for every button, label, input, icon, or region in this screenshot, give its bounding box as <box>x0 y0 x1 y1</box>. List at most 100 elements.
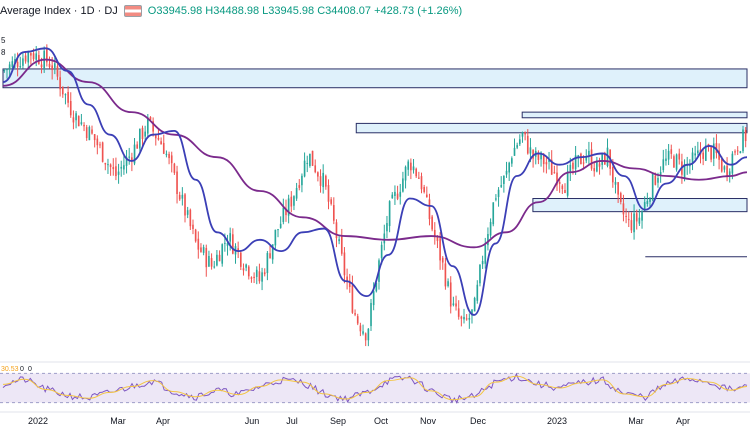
candle-body <box>210 258 213 267</box>
candle-body <box>433 229 436 238</box>
candle-body <box>728 171 731 176</box>
candle-body <box>255 269 258 277</box>
candle-body <box>572 162 574 169</box>
candle-body <box>720 158 723 172</box>
candle-body <box>396 193 399 199</box>
candle-body <box>213 266 216 268</box>
candle-body <box>348 280 351 288</box>
candle-body <box>354 313 356 315</box>
candle-body <box>372 291 375 306</box>
candle-body <box>704 145 707 161</box>
candle-body <box>242 268 245 271</box>
candle-body <box>702 152 704 159</box>
candle-body <box>550 159 553 175</box>
x-tick-label: Dec <box>470 416 487 426</box>
candle-body <box>521 132 524 137</box>
rsi-tick-2: 0 <box>28 366 32 373</box>
candle-body <box>351 285 354 313</box>
candle-body <box>691 152 694 164</box>
candle-body <box>298 185 301 188</box>
candle-body <box>460 316 463 319</box>
candle-body <box>224 242 226 244</box>
candle-body <box>619 193 622 202</box>
symbol-title[interactable]: Average Index · 1D · DJ <box>0 5 118 17</box>
candle-body <box>505 170 508 175</box>
rsi-band <box>0 373 750 403</box>
candle-body <box>77 116 80 127</box>
candle-body <box>590 149 593 169</box>
candle-body <box>192 224 194 229</box>
candle-body <box>667 150 670 160</box>
zone-0 <box>2 68 748 89</box>
candle-body <box>388 201 391 227</box>
candle-body <box>287 198 290 216</box>
candle-body <box>436 236 439 241</box>
chart-header: Average Index · 1D · DJ O33945.98 H34488… <box>0 0 750 22</box>
candle-body <box>11 61 14 67</box>
candle-body <box>293 196 295 206</box>
candle-body <box>410 162 412 171</box>
candle-body <box>200 247 202 252</box>
x-tick-label: 2023 <box>547 416 567 426</box>
candle-body <box>665 158 667 162</box>
candle-body <box>662 159 665 171</box>
candle-body <box>139 128 141 149</box>
candle-body <box>8 64 11 70</box>
ma-slow-line <box>2 58 748 249</box>
candle-body <box>492 202 495 225</box>
candle-body <box>675 154 678 170</box>
candle-body <box>67 91 69 103</box>
candle-body <box>428 199 431 220</box>
candle-body <box>630 220 633 231</box>
candle-body <box>476 284 479 301</box>
candle-body <box>218 254 221 262</box>
candle-body <box>27 52 30 63</box>
candle-body <box>309 153 311 166</box>
candle-body <box>627 219 630 221</box>
flag-icon[interactable] <box>123 5 142 17</box>
candle-body <box>455 303 457 307</box>
candle-body <box>14 59 16 64</box>
candle-body <box>61 86 64 95</box>
candle-body <box>585 156 588 161</box>
candle-body <box>184 194 186 216</box>
candle-body <box>726 165 728 178</box>
candle-body <box>96 138 99 146</box>
candle-body <box>463 316 465 320</box>
x-tick-label: 2022 <box>28 416 48 426</box>
candle-body <box>418 177 420 179</box>
candle-body <box>335 222 338 239</box>
candle-body <box>495 198 497 200</box>
candle-body <box>508 162 511 173</box>
candle-body <box>38 55 40 64</box>
candle-body <box>295 188 298 199</box>
candle-body <box>314 165 317 173</box>
candle-body <box>580 153 582 165</box>
candle-body <box>524 131 526 135</box>
candle-body <box>481 261 484 265</box>
candle-body <box>736 150 739 152</box>
candle-body <box>420 176 423 190</box>
rsi-ma-line <box>2 375 748 401</box>
candle-body <box>117 171 120 175</box>
candle-body <box>673 156 675 168</box>
candle-body <box>205 248 208 268</box>
candle-body <box>343 252 346 276</box>
candle-body <box>712 143 715 159</box>
x-tick-label: Jul <box>286 416 298 426</box>
left-label-1: 8 <box>1 48 6 57</box>
candle-body <box>46 48 48 63</box>
candle-body <box>202 247 205 253</box>
candle-body <box>625 215 627 217</box>
candle-body <box>638 217 641 224</box>
candle-body <box>154 134 157 139</box>
candle-body <box>59 77 61 90</box>
candle-body <box>91 129 93 134</box>
candle-body <box>423 187 425 193</box>
candle-body <box>53 63 56 68</box>
candle-body <box>471 309 473 316</box>
candle-body <box>290 196 293 207</box>
candle-body <box>404 166 407 181</box>
